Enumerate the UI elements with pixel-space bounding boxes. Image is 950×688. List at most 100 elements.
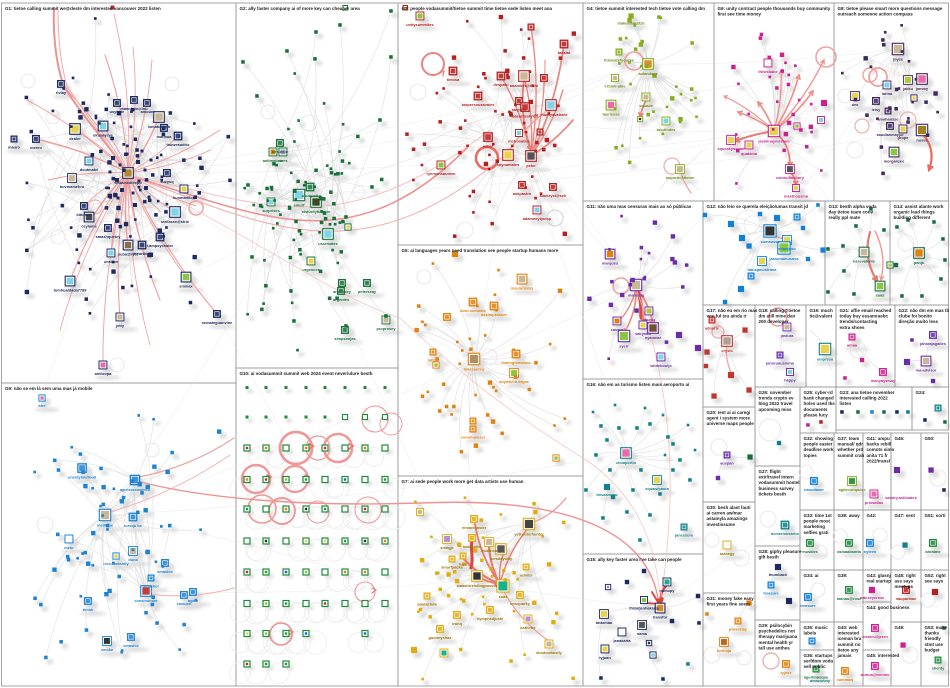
svg-text:G3: people vodasummit/tietoe s: G3: people vodasummit/tietoe summit time… <box>402 6 553 11</box>
svg-text:mental health yr: mental health yr <box>759 640 794 645</box>
svg-text:listen: listen <box>840 401 852 406</box>
svg-text:friendly: friendly <box>925 636 942 641</box>
svg-text:smagjc: smagjc <box>440 545 454 550</box>
svg-text:janakarta: janakarta <box>612 638 631 643</box>
svg-text:interested: interested <box>838 631 860 636</box>
svg-text:psychedelics not: psychedelics not <box>759 629 796 634</box>
svg-text:jetty: jetty <box>115 323 125 328</box>
svg-text:2022/transl: 2022/transl <box>867 458 891 463</box>
svg-text:asmaabsmfa: asmaabsmfa <box>837 549 861 554</box>
svg-text:sell public: sell public <box>804 664 827 669</box>
svg-text:iceman bra: iceman bra <box>838 636 862 641</box>
svg-text:asteagy: asteagy <box>720 551 735 556</box>
svg-text:insurancess: insurancess <box>511 286 534 291</box>
svg-text:stakeaftwurtzh: stakeaftwurtzh <box>617 20 645 25</box>
svg-text:tututindes: tututindes <box>657 127 676 132</box>
svg-text:saudianmayjul: saudianmayjul <box>876 132 903 137</box>
svg-text:ismabwamb: ismabwamb <box>148 124 171 129</box>
svg-text:G41: ampu: G41: ampu <box>867 436 891 441</box>
svg-text:thanks: thanks <box>925 631 940 636</box>
svg-text:admin: admin <box>520 572 532 577</box>
svg-text:real startup: real startup <box>867 579 892 584</box>
svg-text:people easter: people easter <box>804 442 833 447</box>
svg-text:tauriesse: tauriesse <box>602 112 620 117</box>
svg-text:anthropa: anthropa <box>95 371 112 376</box>
svg-text:medique: medique <box>97 523 114 528</box>
svg-text:surprises: surprises <box>262 208 280 213</box>
svg-text:today buy essamraebc: today buy essamraebc <box>840 314 889 319</box>
svg-text:really ppl mate: really ppl mate <box>829 215 861 220</box>
svg-text:tietoe any: tietoe any <box>838 647 860 652</box>
svg-text:mauro: mauro <box>8 144 21 149</box>
svg-text:tie@valent: tie@valent <box>810 314 833 319</box>
svg-text:upcoming miss: upcoming miss <box>759 407 793 412</box>
svg-text:ceylams: ceylams <box>81 224 96 229</box>
svg-text:ai carren aw/mar: ai carren aw/mar <box>707 511 743 516</box>
svg-text:anywhere.orgas: anywhere.orgas <box>499 379 529 384</box>
svg-text:G10: ai vodasummit summit web: G10: ai vodasummit summit web 2024 event… <box>240 371 373 376</box>
svg-text:mudinca: mudinca <box>481 548 498 553</box>
svg-text:G8: tietoe please smart more q: G8: tietoe please smart more questions m… <box>838 6 943 11</box>
svg-text:amoun: amoun <box>141 109 154 114</box>
svg-text:G22: não dm em mas tb: G22: não dm em mas tb <box>899 308 950 313</box>
svg-text:people most: people most <box>804 519 831 524</box>
svg-text:business survey: business survey <box>759 486 795 491</box>
svg-text:jastura: jastura <box>780 333 795 338</box>
svg-text:blog 2022 travel: blog 2022 travel <box>759 401 793 406</box>
svg-text:nanodaser: nanodaser <box>804 487 824 492</box>
svg-text:G34: ai: G34: ai <box>804 573 819 578</box>
svg-text:proprosey: proprosey <box>376 326 396 331</box>
svg-text:sandry.astiluates: sandry.astiluates <box>885 495 917 500</box>
svg-text:G9: não se em lá sem uma mas j: G9: não se em lá sem uma mas já mobile <box>5 386 93 391</box>
svg-text:adamiert@tieto: adamiert@tieto <box>510 83 539 88</box>
svg-text:cammazj: cammazj <box>837 677 853 682</box>
svg-text:200 developer: 200 developer <box>759 319 789 324</box>
svg-text:G45: interested: G45: interested <box>867 653 900 658</box>
svg-text:G51: sorti: G51: sorti <box>925 513 946 518</box>
svg-text:G35: music: G35: music <box>804 625 829 630</box>
svg-text:essevalente: essevalente <box>853 259 876 264</box>
svg-text:agent i system more: agent i system more <box>707 416 751 421</box>
svg-text:pwterstay: pwterstay <box>729 626 748 631</box>
svg-text:casern: casern <box>611 327 624 332</box>
svg-text:dee: dee <box>852 102 860 107</box>
svg-text:agitecomputer: agitecomputer <box>839 487 866 492</box>
svg-text:tomhualdada7789: tomhualdada7789 <box>54 288 88 293</box>
svg-text:rivlay: rivlay <box>56 90 67 95</box>
svg-text:organic lead things: organic lead things <box>894 210 936 215</box>
svg-text:squaw/pauta: squaw/pauta <box>645 486 669 491</box>
svg-text:G40: web: G40: web <box>838 625 858 630</box>
svg-text:smashedrespo: smashedrespo <box>114 180 142 185</box>
svg-text:massourcy: massourcy <box>464 367 485 372</box>
svg-text:G39:: G39: <box>838 573 849 578</box>
svg-text:tyjuan: tyjuan <box>599 655 611 660</box>
svg-text:acmua@remmo: acmua@remmo <box>860 672 890 677</box>
svg-text:empresa: empresa <box>817 357 834 362</box>
svg-text:G29: psilocybin: G29: psilocybin <box>759 623 793 628</box>
svg-text:assimpassum: assimpassum <box>481 312 507 317</box>
svg-text:aulandsee: aulandsee <box>638 71 658 76</box>
svg-text:smmax: smmax <box>179 284 193 289</box>
svg-text:asthetre: asthetre <box>520 625 536 630</box>
svg-text:t-think-able: t-think-able <box>605 83 627 88</box>
svg-text:universe maps people: universe maps people <box>707 421 755 426</box>
svg-text:G49:: G49: <box>895 625 906 630</box>
svg-text:treasure: treasure <box>800 603 816 608</box>
svg-text:G4: tietoe summit interested t: G4: tietoe summit interested tech tietoe… <box>587 6 706 11</box>
svg-text:thisaammw: thisaammw <box>596 492 618 497</box>
svg-text:treasure: treasure <box>763 590 779 595</box>
svg-text:G13: besth alpha voda: G13: besth alpha voda <box>829 204 878 209</box>
svg-text:manual/ qdr: manual/ qdr <box>838 442 864 447</box>
svg-text:thisa/janhakarta: thisa/janhakarta <box>629 605 659 610</box>
svg-text:marques: marques <box>602 261 618 266</box>
svg-text:duna: duna <box>128 557 138 562</box>
svg-text:despatri: despatri <box>493 82 508 87</box>
svg-text:smashtrendingpasses: smashtrendingpasses <box>456 583 497 588</box>
svg-text:topies: topies <box>804 453 818 458</box>
svg-text:tabalat: tabalat <box>558 50 571 55</box>
svg-text:peterseay: peterseay <box>358 289 377 294</box>
svg-text:antimatiste: antimatiste <box>263 158 284 163</box>
svg-text:ones: ones <box>278 158 287 163</box>
svg-text:G18: calling@tietoe: G18: calling@tietoe <box>759 308 801 313</box>
svg-text:meero: meero <box>30 145 42 150</box>
